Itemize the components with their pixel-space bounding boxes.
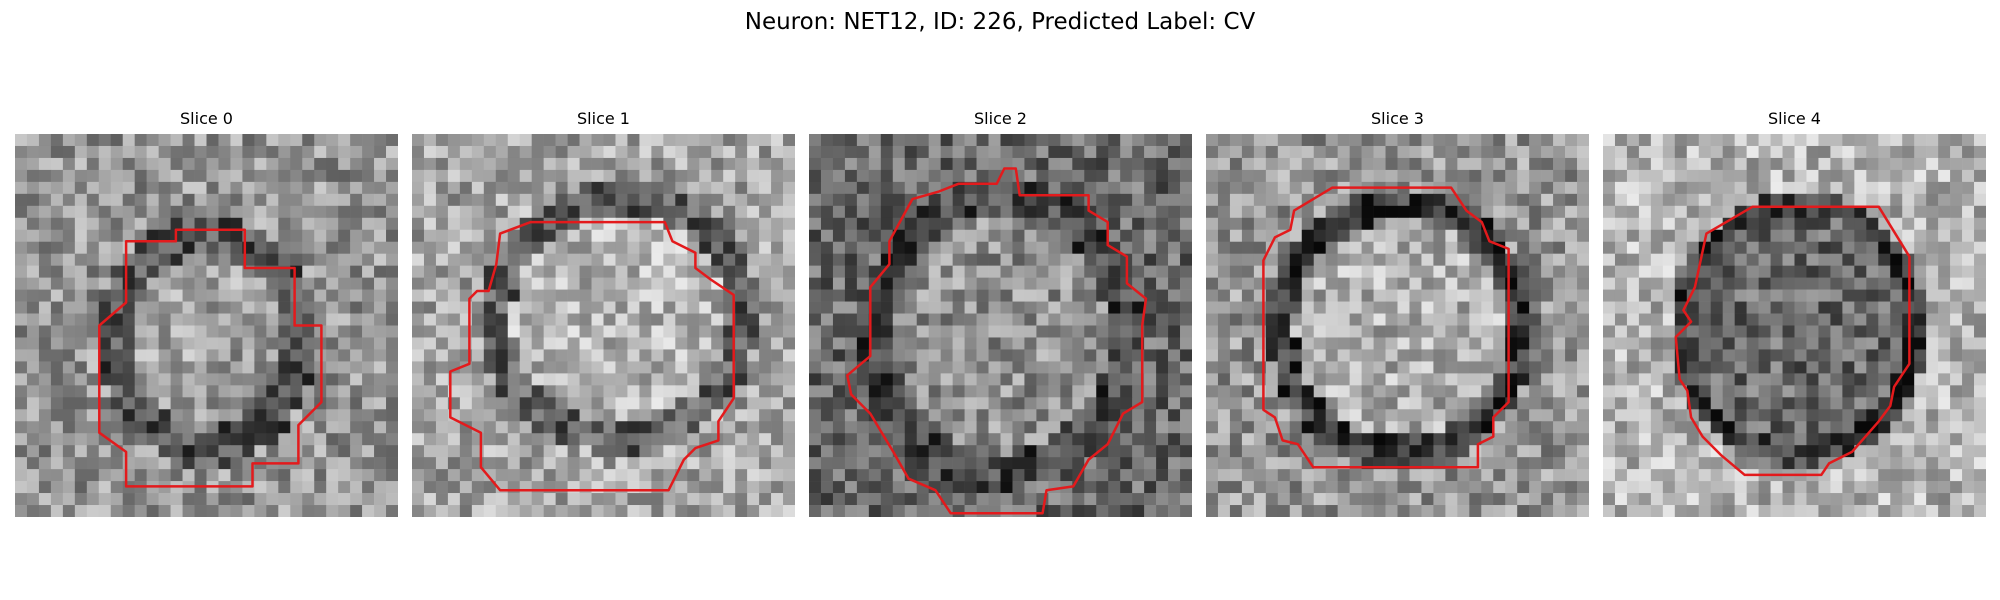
slice-title-0: Slice 0 bbox=[180, 109, 233, 128]
segmentation-outline bbox=[1262, 186, 1510, 469]
slice-panel-1: Slice 1 bbox=[412, 108, 795, 528]
slice-image-4 bbox=[1603, 134, 1986, 517]
slice-image-0 bbox=[15, 134, 398, 517]
slice-title-4: Slice 4 bbox=[1768, 109, 1821, 128]
slice-title-2: Slice 2 bbox=[974, 109, 1027, 128]
slice-image-3 bbox=[1206, 134, 1589, 517]
segmentation-outline bbox=[98, 228, 323, 488]
slice-image-2 bbox=[809, 134, 1192, 517]
segmentation-outline bbox=[1674, 205, 1911, 477]
slice-panel-4: Slice 4 bbox=[1603, 108, 1986, 528]
slice-pixel-grid bbox=[1603, 134, 1986, 517]
segmentation-outline bbox=[449, 220, 735, 492]
segmentation-outline bbox=[846, 167, 1148, 515]
slice-pixel-grid bbox=[809, 134, 1192, 517]
slice-title-1: Slice 1 bbox=[577, 109, 630, 128]
slice-panel-3: Slice 3 bbox=[1206, 108, 1589, 528]
slice-image-1 bbox=[412, 134, 795, 517]
slice-panel-2: Slice 2 bbox=[809, 108, 1192, 528]
slice-pixel-grid bbox=[412, 134, 795, 517]
figure-title: Neuron: NET12, ID: 226, Predicted Label:… bbox=[744, 9, 1256, 35]
slice-title-3: Slice 3 bbox=[1371, 109, 1424, 128]
slice-pixel-grid bbox=[15, 134, 398, 517]
slice-panel-0: Slice 0 bbox=[15, 108, 398, 528]
